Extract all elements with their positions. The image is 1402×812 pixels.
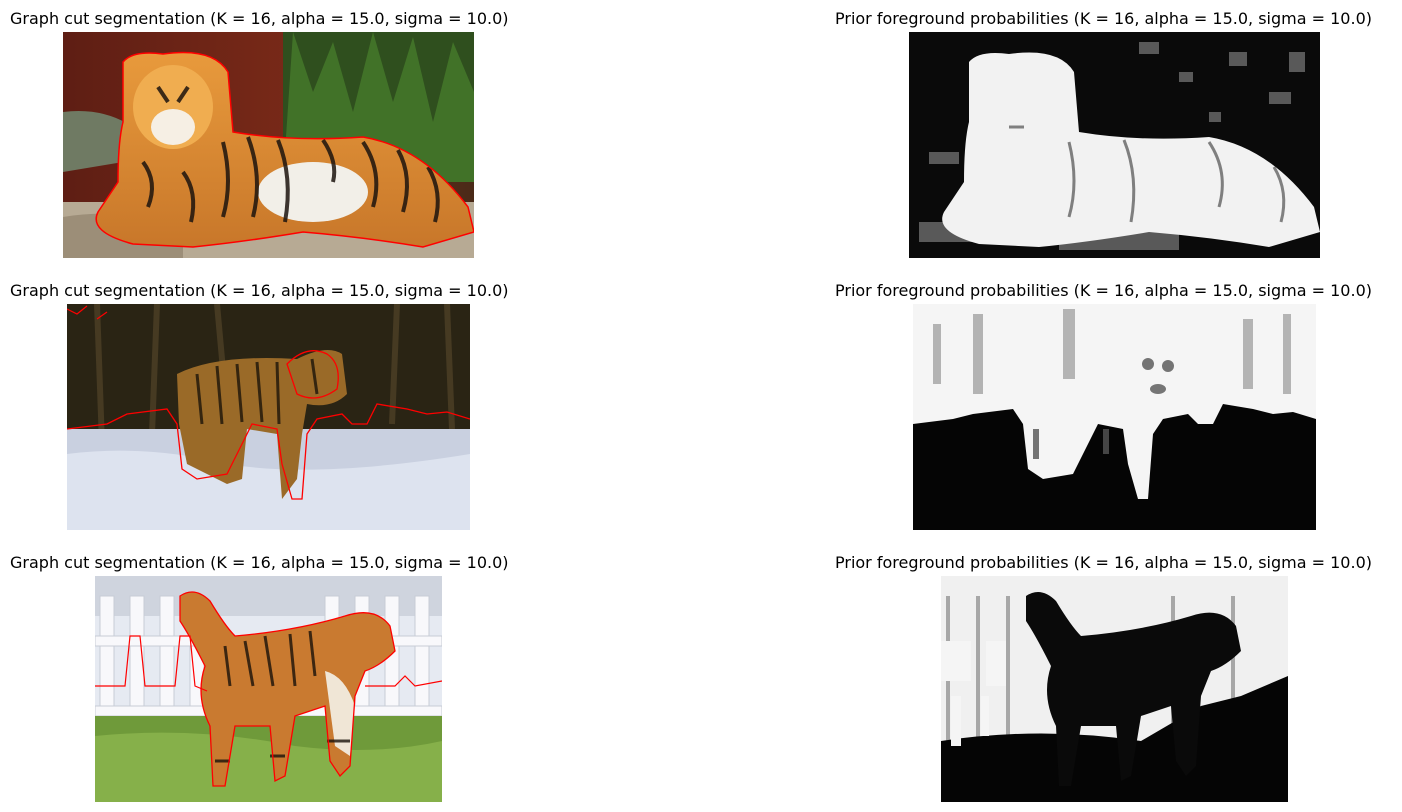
panel-title-prior-1: Prior foreground probabilities (K = 16, … (835, 9, 1372, 28)
panel-title-prior-2: Prior foreground probabilities (K = 16, … (835, 281, 1372, 300)
prior-probability-map-striped-dog (941, 576, 1288, 802)
segmentation-image-tiger-snow (67, 304, 470, 530)
segmentation-image-striped-dog (95, 576, 442, 802)
prior-probability-map-tiger-lying (909, 32, 1320, 258)
panel-title-segmentation-2: Graph cut segmentation (K = 16, alpha = … (10, 281, 509, 300)
prior-probability-map-tiger-snow (913, 304, 1316, 530)
panel-title-segmentation-1: Graph cut segmentation (K = 16, alpha = … (10, 9, 509, 28)
segmentation-image-tiger-lying (63, 32, 474, 258)
panel-title-segmentation-3: Graph cut segmentation (K = 16, alpha = … (10, 553, 509, 572)
panel-title-prior-3: Prior foreground probabilities (K = 16, … (835, 553, 1372, 572)
